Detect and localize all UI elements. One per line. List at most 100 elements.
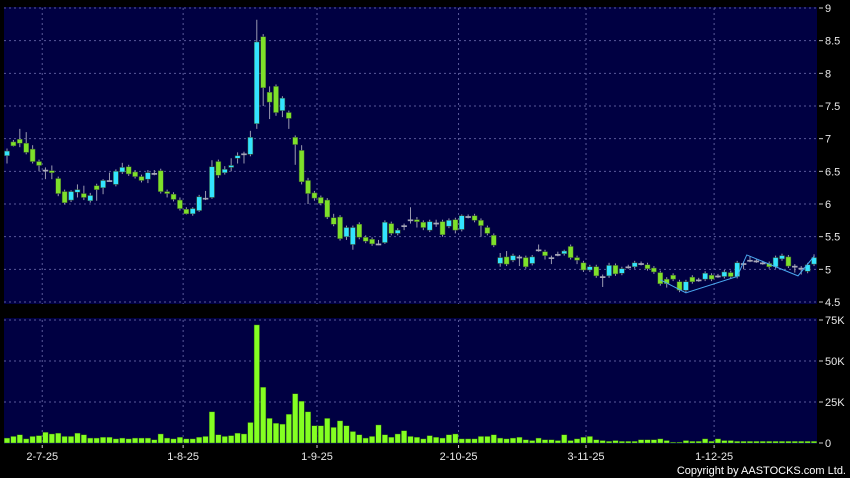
candle [599, 274, 606, 287]
volume-bar [16, 434, 23, 444]
candle [580, 260, 587, 272]
candle-body [587, 266, 593, 271]
candle-body [676, 281, 683, 291]
volume-bar [811, 441, 817, 444]
volume-bar [369, 436, 375, 444]
date-tick-label: 1-9-25 [301, 451, 333, 463]
candle [612, 263, 619, 276]
candle-body [631, 262, 638, 267]
candle-body [510, 255, 516, 261]
volume-bar [612, 440, 619, 444]
volume-bar [471, 438, 478, 444]
candle [87, 192, 94, 203]
volume-bar [247, 422, 254, 444]
candle-body [478, 220, 484, 226]
candle-body [651, 267, 657, 273]
candle-body [170, 193, 177, 200]
candle-body [247, 137, 254, 155]
volume-bar [721, 440, 728, 444]
candle-body [356, 224, 363, 238]
volume-bar [164, 437, 171, 444]
candle-body [164, 191, 170, 194]
volume-bar [349, 431, 356, 444]
candle-body [580, 262, 587, 271]
candle [55, 176, 61, 197]
candle-body [125, 166, 132, 175]
candle [196, 194, 202, 212]
candle [42, 167, 49, 180]
volume-bar [61, 436, 68, 444]
volume-bar [414, 437, 420, 444]
volume-bar [209, 411, 215, 444]
candle [375, 239, 382, 246]
candle [753, 258, 760, 263]
volume-bar [4, 437, 10, 444]
volume-bar [68, 436, 74, 444]
volume-bar [253, 324, 260, 444]
candle-body [459, 215, 465, 230]
candle [715, 273, 721, 278]
volume-bar [599, 440, 606, 444]
candle-body [100, 180, 106, 188]
candle [106, 172, 113, 182]
candle [10, 139, 17, 147]
candle-body [177, 199, 183, 209]
candle [388, 221, 395, 236]
candle-body [644, 264, 651, 269]
candle [779, 253, 785, 261]
candle [305, 177, 311, 204]
candle [574, 255, 580, 265]
candle [407, 207, 414, 224]
candle-body [728, 272, 734, 277]
candle-body [42, 169, 49, 172]
candle-body [772, 257, 779, 267]
volume-bar [305, 411, 311, 444]
overlay-polyline [660, 254, 815, 294]
candle-body [228, 165, 234, 168]
candle-body [145, 172, 151, 180]
volume-bar [93, 437, 100, 444]
volume-bar [593, 439, 600, 444]
candle-body [151, 173, 158, 175]
candle-body [74, 189, 81, 193]
candle-body [734, 262, 740, 277]
candle-body [599, 276, 606, 278]
candle [61, 189, 68, 205]
volume-bar [388, 437, 395, 444]
candle-body [657, 272, 664, 284]
volume-bar [804, 441, 811, 444]
volume-bar [683, 440, 689, 444]
volume-bar [759, 441, 766, 444]
date-tick-label: 1-12-25 [695, 451, 733, 463]
volume-bar [375, 424, 382, 444]
volume-bar [478, 436, 484, 444]
volume-bar [292, 393, 299, 444]
candle-body [548, 257, 555, 260]
volume-bar [426, 435, 433, 444]
volume-bar [279, 423, 286, 444]
candle-body [68, 191, 74, 201]
candle [683, 279, 689, 293]
candle [138, 174, 145, 183]
volume-bar [567, 440, 574, 444]
volume-axis: 75K 50K 25K 0 [819, 315, 845, 450]
volume-bar [663, 440, 670, 444]
candle-body [606, 265, 612, 277]
volume-bar [215, 434, 222, 444]
candle-body [4, 150, 10, 156]
price-tick-label: 9 [825, 3, 831, 15]
volume-panel [4, 318, 817, 444]
candle [100, 179, 106, 195]
candle-body [426, 221, 433, 231]
candle-body [10, 141, 17, 147]
candle [587, 264, 593, 272]
candle [465, 214, 471, 219]
candle-body [29, 148, 36, 162]
candle [548, 255, 555, 265]
candle-body [330, 217, 337, 225]
volume-bar [74, 432, 81, 444]
volume-bar [177, 437, 183, 444]
candle [420, 220, 427, 231]
candle [222, 166, 228, 175]
